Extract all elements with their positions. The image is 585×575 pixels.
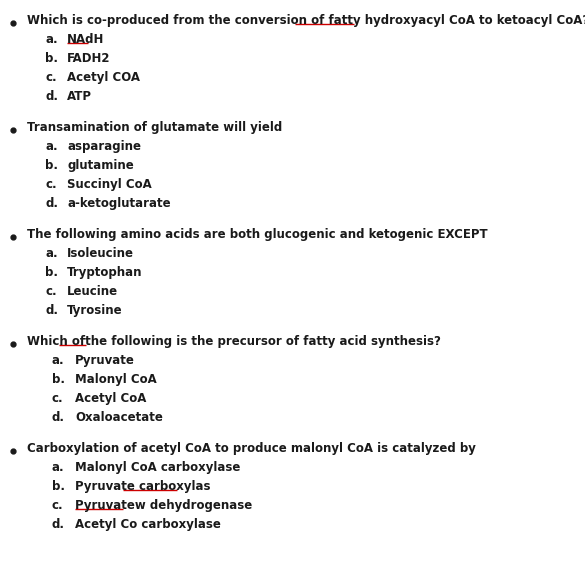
Text: Oxaloacetate: Oxaloacetate xyxy=(75,411,163,424)
Text: The following amino acids are both glucogenic and ketogenic EXCEPT: The following amino acids are both gluco… xyxy=(27,228,488,241)
Text: a-ketoglutarate: a-ketoglutarate xyxy=(67,197,171,210)
Text: Tryptophan: Tryptophan xyxy=(67,266,143,279)
Text: a.: a. xyxy=(52,461,64,474)
Text: a.: a. xyxy=(45,140,58,153)
Text: b.: b. xyxy=(45,52,58,65)
Text: asparagine: asparagine xyxy=(67,140,141,153)
Text: Pyruvate: Pyruvate xyxy=(75,354,135,367)
Text: c.: c. xyxy=(45,178,57,191)
Text: Leucine: Leucine xyxy=(67,285,118,298)
Text: Which is co-produced from the conversion of fatty hydroxyacyl CoA to ketoacyl Co: Which is co-produced from the conversion… xyxy=(27,14,585,27)
Text: Isoleucine: Isoleucine xyxy=(67,247,134,260)
Text: glutamine: glutamine xyxy=(67,159,134,172)
Text: b.: b. xyxy=(52,480,65,493)
Text: Succinyl CoA: Succinyl CoA xyxy=(67,178,152,191)
Text: Carboxylation of acetyl CoA to produce malonyl CoA is catalyzed by: Carboxylation of acetyl CoA to produce m… xyxy=(27,442,476,455)
Text: d.: d. xyxy=(52,411,65,424)
Text: a.: a. xyxy=(52,354,64,367)
Text: Acetyl COA: Acetyl COA xyxy=(67,71,140,84)
Text: Acetyl Co carboxylase: Acetyl Co carboxylase xyxy=(75,518,221,531)
Text: NAdH: NAdH xyxy=(67,33,104,46)
Text: d.: d. xyxy=(45,197,58,210)
Text: Which ofthe following is the precursor of fatty acid synthesis?: Which ofthe following is the precursor o… xyxy=(27,335,441,348)
Text: d.: d. xyxy=(45,304,58,317)
Text: d.: d. xyxy=(45,90,58,103)
Text: Malonyl CoA carboxylase: Malonyl CoA carboxylase xyxy=(75,461,240,474)
Text: b.: b. xyxy=(45,159,58,172)
Text: b.: b. xyxy=(52,373,65,386)
Text: Pyruvatew dehydrogenase: Pyruvatew dehydrogenase xyxy=(75,499,252,512)
Text: c.: c. xyxy=(45,285,57,298)
Text: c.: c. xyxy=(45,71,57,84)
Text: Tyrosine: Tyrosine xyxy=(67,304,123,317)
Text: a.: a. xyxy=(45,247,58,260)
Text: Pyruvate carboxylas: Pyruvate carboxylas xyxy=(75,480,211,493)
Text: a.: a. xyxy=(45,33,58,46)
Text: Transamination of glutamate will yield: Transamination of glutamate will yield xyxy=(27,121,282,134)
Text: b.: b. xyxy=(45,266,58,279)
Text: Malonyl CoA: Malonyl CoA xyxy=(75,373,157,386)
Text: d.: d. xyxy=(52,518,65,531)
Text: c.: c. xyxy=(52,499,64,512)
Text: Acetyl CoA: Acetyl CoA xyxy=(75,392,146,405)
Text: c.: c. xyxy=(52,392,64,405)
Text: ATP: ATP xyxy=(67,90,92,103)
Text: FADH2: FADH2 xyxy=(67,52,111,65)
